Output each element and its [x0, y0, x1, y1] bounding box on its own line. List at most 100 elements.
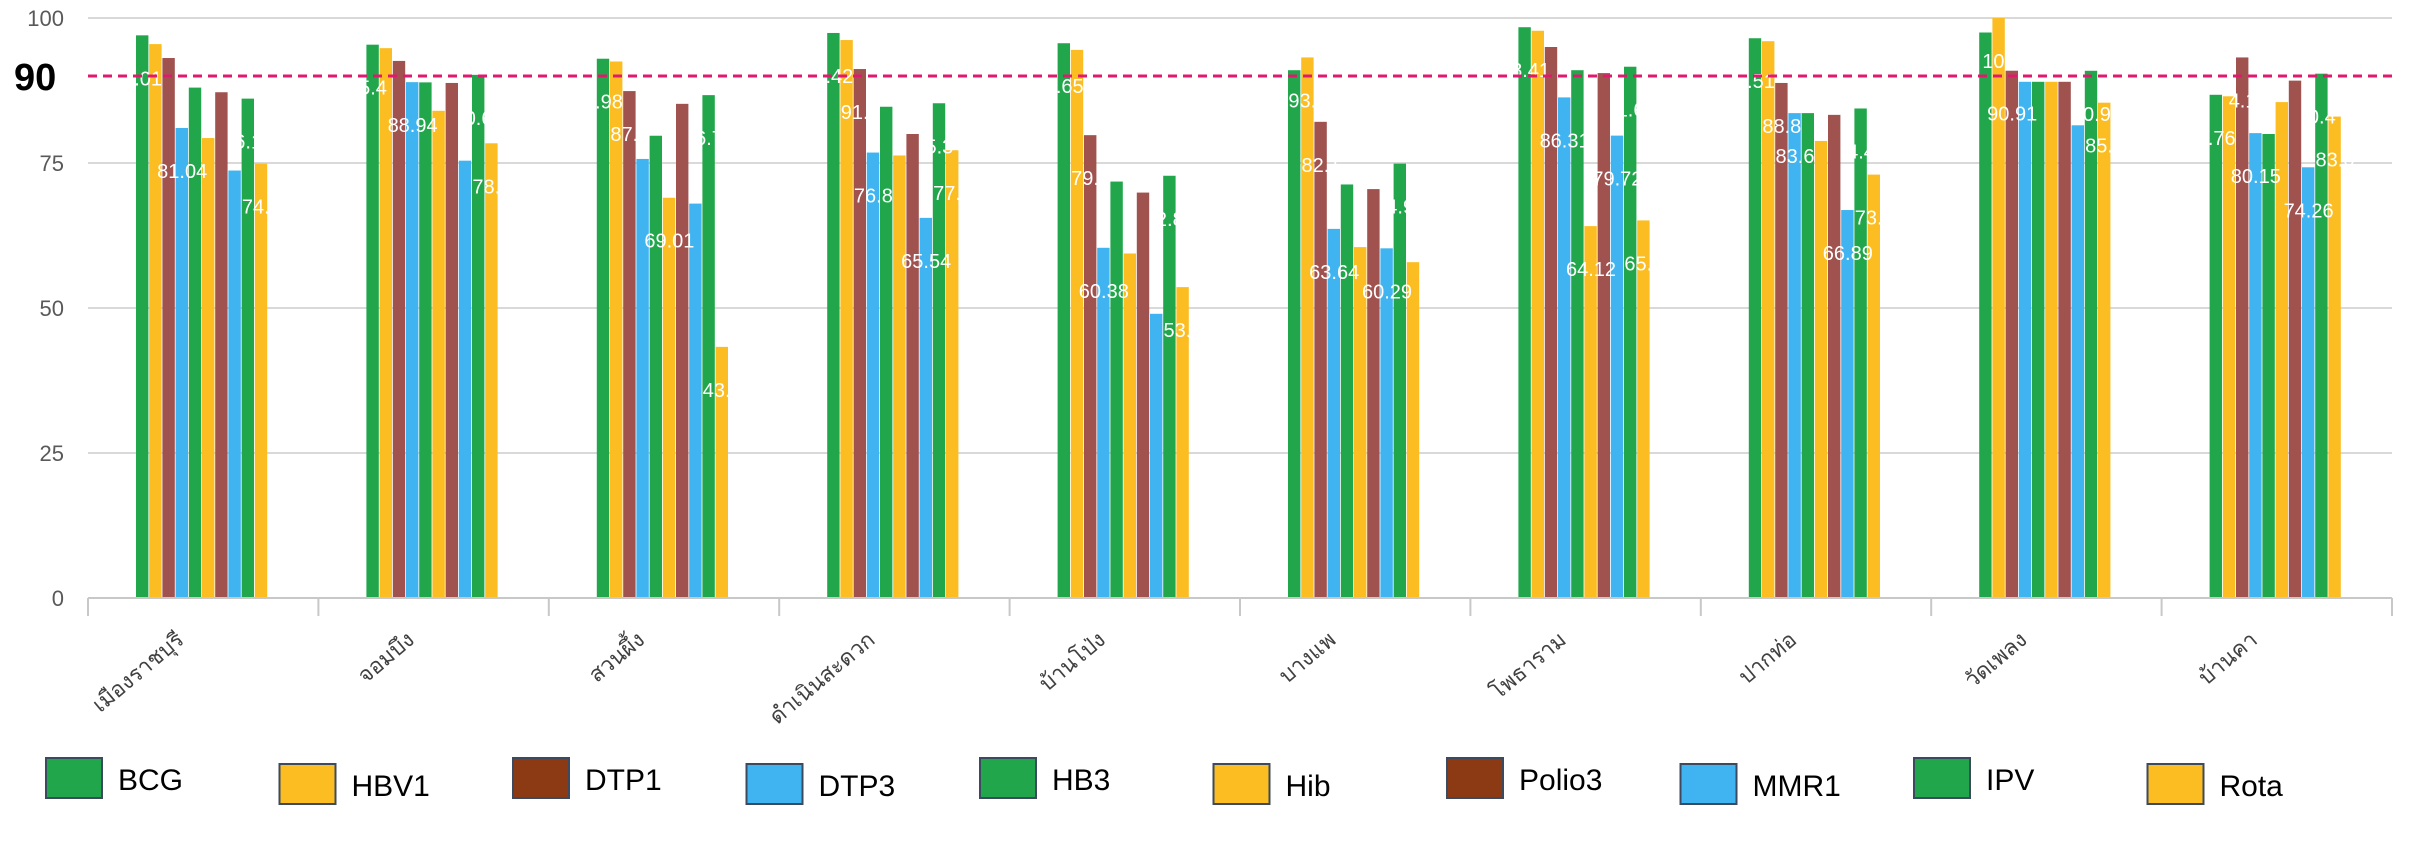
bar-data-label: 65.1	[1624, 253, 1663, 275]
bar-data-label: 88.94	[388, 115, 438, 137]
bar	[636, 158, 649, 598]
legend-label: DTP1	[585, 764, 662, 797]
bar	[2098, 102, 2111, 599]
bar-data-label: 81.04	[157, 161, 207, 183]
legend-label: MMR1	[1753, 770, 1841, 803]
bar	[2315, 73, 2328, 599]
bar-data-label: 79.72	[1592, 169, 1642, 191]
x-category-label: ปากท่อ	[1734, 627, 1802, 689]
legend-label: IPV	[1986, 764, 2034, 797]
bar	[445, 82, 458, 598]
bar-data-label: 85.4	[2085, 136, 2124, 158]
bar	[1814, 140, 1828, 598]
bar	[2045, 81, 2058, 599]
bar	[1301, 57, 1314, 598]
bar	[458, 160, 472, 598]
bar-data-label: 93.2	[1288, 90, 1327, 112]
bar	[188, 87, 202, 598]
bar	[1558, 97, 1571, 598]
bar	[1393, 163, 1406, 598]
bar	[623, 91, 636, 598]
bar	[715, 346, 728, 598]
x-category-label: ดำเนินสะดวก	[764, 627, 879, 729]
bar	[932, 103, 946, 598]
bar	[175, 127, 188, 598]
bar	[432, 110, 445, 599]
bar	[1110, 181, 1123, 598]
bar-data-label: 69.01	[644, 231, 694, 253]
legend-label: Rota	[2220, 770, 2284, 803]
bar	[215, 92, 228, 599]
bar	[702, 95, 715, 598]
bar-data-label: 74.26	[2284, 200, 2334, 222]
bar	[366, 44, 379, 599]
bar-data-label: 60.38	[1079, 281, 1129, 303]
bar	[1775, 82, 1788, 598]
bar	[1070, 49, 1084, 598]
bar	[1841, 210, 1854, 598]
bar	[2328, 116, 2341, 598]
bar	[1854, 108, 1867, 598]
x-category-label: เมืองราชบุรี	[87, 627, 189, 718]
y-tick-label: 100	[27, 6, 64, 31]
y-tick-label: 50	[40, 296, 64, 321]
bar-data-labels: 8.01 5.41.988.42 5.6598.417.515.7693.21008…	[123, 51, 2354, 402]
legend-swatch	[979, 757, 1037, 799]
bar	[2236, 57, 2249, 598]
bar-data-label: 4.9	[1386, 197, 1414, 219]
bar-data-label: 88.8	[1762, 116, 1801, 138]
bar	[880, 106, 893, 599]
bar	[379, 48, 392, 599]
bar-data-label: 4.4	[1847, 141, 1875, 163]
bar-data-label: 6.1	[234, 132, 262, 154]
legend-label: Hib	[1286, 770, 1331, 803]
legend: BCG HBV1 DTP1 DTP3 HB3 Hib Polio3 MMR1 IPV Rota	[45, 757, 2284, 805]
bar	[676, 103, 689, 598]
bar	[1571, 70, 1584, 598]
bar	[202, 138, 215, 598]
bar-data-label: 6.7	[695, 128, 723, 150]
bar-data-label: 8.01	[123, 68, 162, 90]
bar	[1123, 253, 1136, 599]
bar	[2209, 94, 2222, 599]
bar	[1340, 184, 1354, 598]
bar	[392, 60, 406, 599]
bar-data-label: 77.2	[933, 183, 972, 205]
bar	[1762, 41, 1775, 598]
bar	[1084, 135, 1097, 598]
bar-data-label: 43.3	[703, 380, 742, 402]
bar-data-label: 90.9	[2072, 104, 2111, 126]
bar	[2058, 81, 2071, 599]
legend-swatch	[745, 763, 804, 805]
bar-data-label: 2.8	[1156, 209, 1184, 231]
bar	[919, 217, 932, 599]
legend-swatch	[1212, 763, 1271, 805]
bar	[254, 163, 268, 598]
bar-data-label: 60.29	[1362, 281, 1412, 303]
bar	[853, 69, 866, 599]
bar-data-label: 0.4	[2308, 107, 2336, 129]
bar	[689, 203, 702, 598]
x-category-label: บ้านคา	[2194, 627, 2262, 690]
legend-swatch	[512, 757, 570, 799]
bar-data-label: 64.12	[1566, 259, 1616, 281]
bar	[241, 98, 254, 599]
bar	[1624, 66, 1637, 599]
legend-swatch	[1913, 757, 1971, 799]
legend-swatch	[45, 757, 103, 799]
bar	[1057, 43, 1070, 599]
bar	[472, 74, 485, 599]
bar-data-label: 4.1	[2229, 90, 2257, 112]
bar	[1801, 113, 1814, 599]
x-category-label: วัดเพลง	[1960, 627, 2032, 693]
bar	[1097, 247, 1110, 598]
bar-data-label: 65.54	[901, 251, 951, 273]
bar-data-label: 87.4	[610, 124, 649, 146]
target-line-label: 90	[14, 57, 56, 99]
bar-data-label: 83.0	[2316, 150, 2355, 172]
bar	[2222, 96, 2236, 599]
bar	[662, 197, 676, 598]
bar	[906, 134, 919, 598]
